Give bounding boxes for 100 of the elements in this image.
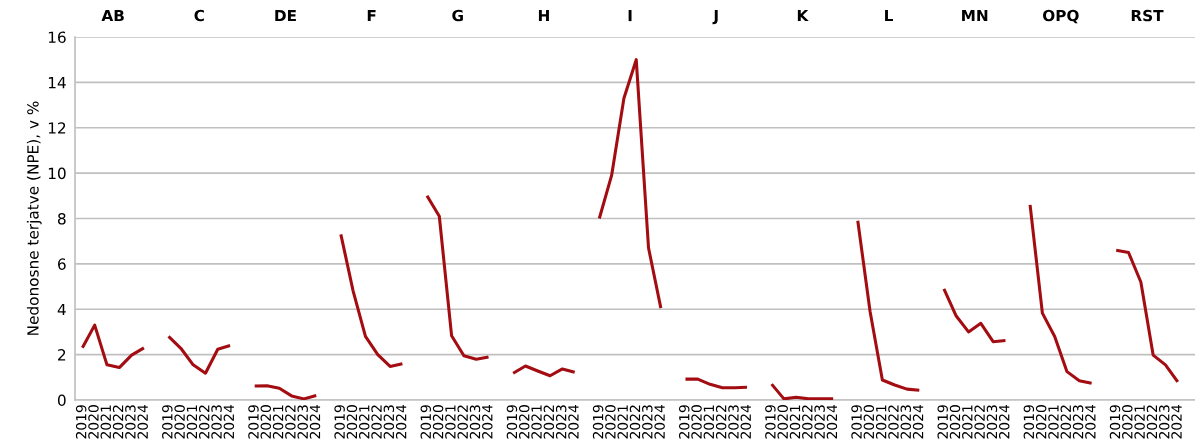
line-series — [80, 323, 146, 370]
x-tick-label: 2020 — [691, 405, 702, 439]
x-tick-label: 2022 — [802, 405, 813, 439]
x-tick-label: 2021 — [272, 405, 284, 439]
x-tick-label: 2019 — [506, 405, 518, 439]
x-tick-label: 2019 — [678, 405, 690, 439]
x-tick-label: 2024 — [998, 404, 1010, 439]
x-tick-label: 2019 — [1109, 405, 1121, 439]
line-series — [856, 219, 921, 392]
text: L — [885, 9, 893, 22]
line-series — [1114, 248, 1180, 384]
x-tick-label: 2023 — [1158, 405, 1170, 439]
text: C — [194, 9, 204, 22]
x-tick-label: 2021 — [962, 405, 973, 439]
x-tick-label: 2024 — [223, 404, 235, 439]
line-series — [597, 58, 663, 310]
text: I — [628, 9, 632, 22]
x-tick-label: 2023 — [383, 405, 395, 439]
x-tick-label: 2021 — [1134, 405, 1145, 439]
x-tick-label: 2023 — [469, 405, 481, 439]
x-tick-label: 2024 — [309, 404, 321, 439]
x-tick-label: 2024 — [1085, 404, 1096, 439]
x-tick-label: 2020 — [949, 405, 961, 439]
x-tick-label: 2020 — [1035, 405, 1047, 439]
x-tick-label: 2019 — [75, 405, 87, 439]
line-series — [253, 384, 318, 400]
x-tick-label: 2022 — [198, 405, 210, 439]
y-tick-label: 0 — [57, 394, 66, 407]
x-tick-label: 2023 — [297, 405, 308, 439]
x-tick-label: 2021 — [789, 405, 801, 439]
x-tick-label: 2023 — [125, 405, 136, 439]
x-tick-label: 2020 — [432, 405, 444, 439]
x-tick-label: 2019 — [592, 405, 604, 439]
x-tick-label: 2021 — [531, 405, 542, 439]
x-tick-label: 2022 — [371, 405, 382, 439]
x-tick-label: 2020 — [605, 405, 616, 439]
x-tick-label: 2022 — [715, 405, 727, 439]
y-tick-label: 4 — [57, 303, 66, 316]
x-tick-label: 2020 — [777, 405, 788, 439]
y-tick-label: 8 — [57, 212, 66, 225]
x-tick-label: 2020 — [260, 405, 272, 439]
y-axis-title: Nedonosne terjatve (NPE), v % — [26, 101, 42, 335]
x-tick-label: 2023 — [555, 405, 567, 439]
line-series — [425, 194, 491, 361]
x-tick-label: 2021 — [875, 405, 887, 439]
x-tick-label: 2019 — [1023, 405, 1035, 439]
x-tick-label: 2019 — [420, 405, 432, 439]
x-tick-label: 2020 — [346, 405, 358, 439]
y-tick-label: 14 — [48, 77, 66, 89]
x-tick-label: 2024 — [395, 404, 407, 439]
x-tick-label: 2024 — [1171, 404, 1182, 439]
x-tick-label: 2024 — [740, 404, 752, 439]
x-tick-label: 2022 — [285, 405, 296, 439]
text: F — [367, 9, 376, 22]
x-tick-label: 2024 — [482, 404, 493, 439]
x-tick-label: 2020 — [1122, 405, 1133, 439]
x-tick-label: 2019 — [937, 405, 948, 439]
y-tick-label: 6 — [58, 258, 66, 270]
line-series — [683, 377, 749, 390]
x-tick-label: 2022 — [1146, 405, 1158, 439]
x-tick-label: 2020 — [174, 405, 185, 439]
line-series — [1028, 203, 1094, 385]
x-tick-label: 2019 — [851, 405, 862, 439]
y-tick-label: 10 — [48, 167, 66, 180]
x-tick-label: 2022 — [457, 405, 468, 439]
x-tick-label: 2024 — [826, 404, 838, 439]
x-tick-label: 2019 — [248, 405, 259, 439]
x-tick-label: 2024 — [137, 404, 148, 439]
x-tick-label: 2023 — [986, 405, 998, 439]
line-series — [942, 287, 1007, 344]
y-tick-label: 16 — [48, 31, 66, 44]
text: H — [538, 9, 549, 22]
x-tick-label: 2022 — [112, 405, 124, 439]
x-tick-label: 2019 — [334, 405, 345, 439]
text: OPQ — [1043, 9, 1079, 24]
x-tick-label: 2023 — [728, 405, 739, 439]
x-tick-label: 2022 — [974, 405, 985, 439]
x-tick-label: 2023 — [900, 405, 912, 439]
line-series — [511, 364, 577, 378]
x-tick-label: 2022 — [629, 405, 641, 439]
x-tick-label: 2021 — [358, 405, 370, 439]
x-tick-label: 2024 — [654, 404, 665, 439]
text: RST — [1131, 9, 1164, 22]
line-series — [167, 334, 232, 375]
x-tick-label: 2023 — [211, 405, 222, 439]
x-tick-label: 2020 — [88, 405, 99, 439]
text: J — [712, 9, 718, 25]
x-tick-label: 2022 — [1060, 405, 1072, 439]
x-tick-label: 2019 — [162, 405, 173, 439]
text: K — [797, 9, 809, 22]
line-series — [339, 232, 404, 368]
y-tick-label: 2 — [58, 349, 66, 361]
x-tick-label: 2021 — [1048, 405, 1059, 439]
x-tick-label: 2021 — [100, 405, 112, 439]
x-tick-label: 2024 — [912, 404, 924, 439]
text: G — [452, 9, 463, 22]
x-tick-label: 2021 — [703, 405, 715, 439]
x-tick-label: 2020 — [863, 405, 875, 439]
x-tick-label: 2023 — [1072, 405, 1084, 439]
x-tick-label: 2020 — [518, 405, 530, 439]
